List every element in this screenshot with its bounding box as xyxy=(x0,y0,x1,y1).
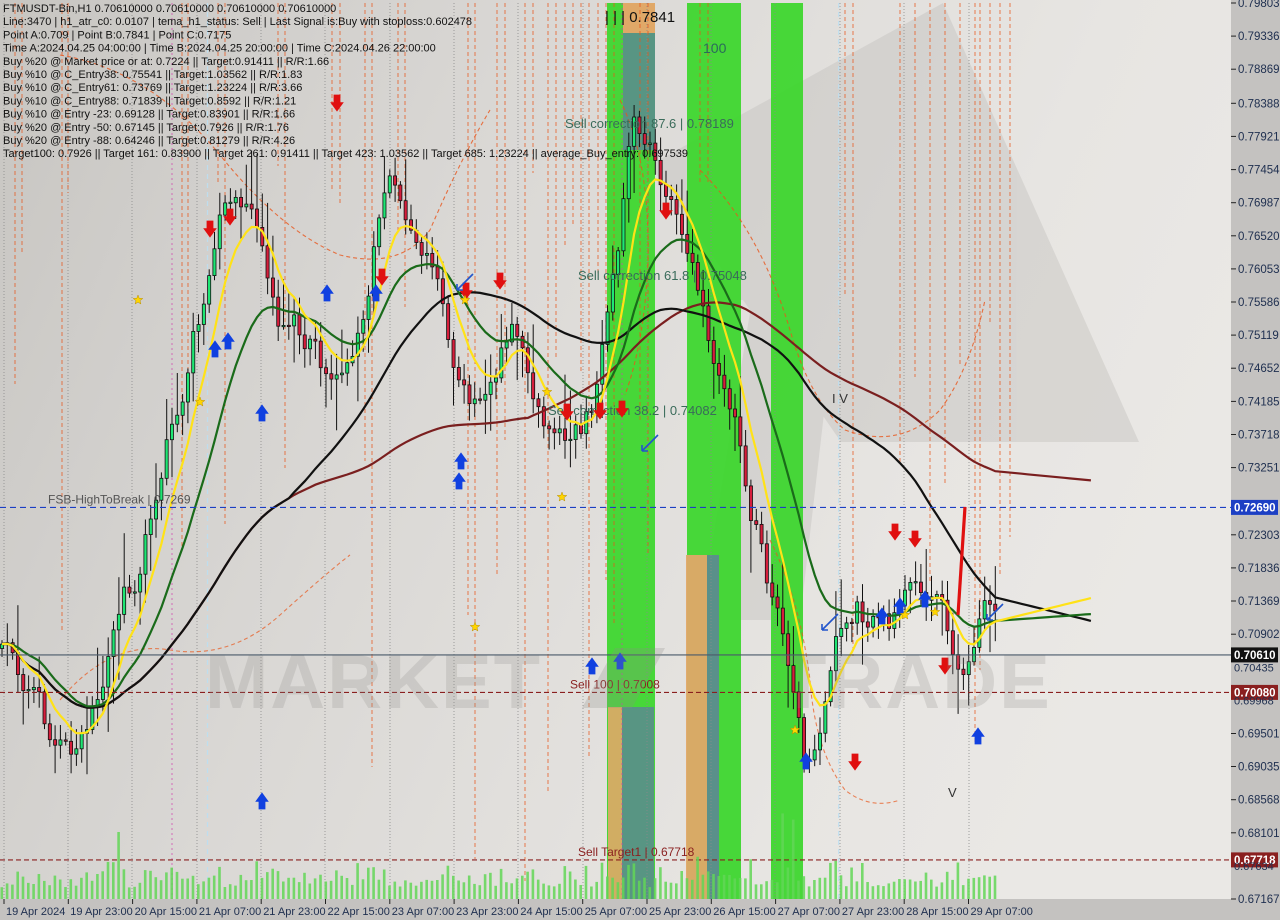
svg-text:23 Apr 23:00: 23 Apr 23:00 xyxy=(456,906,518,918)
svg-text:23 Apr 07:00: 23 Apr 07:00 xyxy=(392,906,454,918)
svg-text:25 Apr 07:00: 25 Apr 07:00 xyxy=(585,906,647,918)
svg-text:Sell correction 61.8 | 0.75048: Sell correction 61.8 | 0.75048 xyxy=(578,268,747,283)
svg-text:27 Apr 23:00: 27 Apr 23:00 xyxy=(842,906,904,918)
svg-text:100: 100 xyxy=(703,40,727,56)
svg-text:29 Apr 07:00: 29 Apr 07:00 xyxy=(971,906,1033,918)
svg-text:Time A:2024.04.25 04:00:00 | T: Time A:2024.04.25 04:00:00 | Time B:2024… xyxy=(3,43,436,55)
svg-text:20 Apr 15:00: 20 Apr 15:00 xyxy=(135,906,197,918)
svg-text:0.75586: 0.75586 xyxy=(1238,297,1280,309)
svg-text:TRADE: TRADE xyxy=(780,640,1052,725)
svg-text:0.72303: 0.72303 xyxy=(1238,530,1280,542)
svg-text:19 Apr 23:00: 19 Apr 23:00 xyxy=(70,906,132,918)
svg-text:0.76053: 0.76053 xyxy=(1238,264,1280,276)
svg-text:0.72690: 0.72690 xyxy=(1234,502,1276,514)
svg-text:0.75119: 0.75119 xyxy=(1238,330,1279,342)
svg-text:0.77454: 0.77454 xyxy=(1238,165,1280,177)
svg-text:0.76520: 0.76520 xyxy=(1238,231,1280,243)
svg-text:25 Apr 23:00: 25 Apr 23:00 xyxy=(649,906,711,918)
svg-text:0.73251: 0.73251 xyxy=(1238,463,1280,475)
svg-text:Buy %20 @ Entry -88: 0.64246 |: Buy %20 @ Entry -88: 0.64246 || Target:0… xyxy=(3,135,295,147)
svg-text:Sell correction 38.2 | 0.74082: Sell correction 38.2 | 0.74082 xyxy=(548,403,717,418)
svg-text:0.70435: 0.70435 xyxy=(1234,662,1274,674)
svg-text:0.74652: 0.74652 xyxy=(1238,363,1280,375)
svg-text:0.71836: 0.71836 xyxy=(1238,563,1280,575)
svg-text:0.76987: 0.76987 xyxy=(1238,198,1280,210)
svg-text:0.70902: 0.70902 xyxy=(1238,629,1280,641)
svg-text:28 Apr 15:00: 28 Apr 15:00 xyxy=(906,906,968,918)
svg-text:24 Apr 15:00: 24 Apr 15:00 xyxy=(520,906,582,918)
svg-text:0.77921: 0.77921 xyxy=(1238,131,1280,143)
svg-text:Buy %10 @ C_Entry61: 0.73769 |: Buy %10 @ C_Entry61: 0.73769 || Target:1… xyxy=(3,82,302,94)
svg-text:Buy %10 @ C_Entry88: 0.71839 |: Buy %10 @ C_Entry88: 0.71839 || Target:0… xyxy=(3,95,296,107)
svg-text:Sell correction 87.6 | 0.78189: Sell correction 87.6 | 0.78189 xyxy=(565,116,734,131)
svg-text:Target100: 0.7926 || Target 16: Target100: 0.7926 || Target 161: 0.83900… xyxy=(3,148,688,160)
svg-text:FSB-HighToBreak | 0.7269: FSB-HighToBreak | 0.7269 xyxy=(48,492,191,506)
svg-text:0.68568: 0.68568 xyxy=(1238,795,1280,807)
svg-text:21 Apr 23:00: 21 Apr 23:00 xyxy=(263,906,325,918)
svg-text:27 Apr 07:00: 27 Apr 07:00 xyxy=(778,906,840,918)
svg-text:21 Apr 07:00: 21 Apr 07:00 xyxy=(199,906,261,918)
svg-text:22 Apr 15:00: 22 Apr 15:00 xyxy=(328,906,390,918)
svg-text:Point A:0.709 | Point B:0.7841: Point A:0.709 | Point B:0.7841 | Point C… xyxy=(3,29,231,41)
svg-text:Sell Target1 | 0.67718: Sell Target1 | 0.67718 xyxy=(578,845,695,859)
svg-text:MARKET: MARKET xyxy=(205,640,542,725)
svg-text:0.69035: 0.69035 xyxy=(1238,762,1280,774)
svg-text:0.67167: 0.67167 xyxy=(1238,894,1280,906)
svg-text:26 Apr 15:00: 26 Apr 15:00 xyxy=(713,906,775,918)
svg-text:0.78388: 0.78388 xyxy=(1238,98,1280,110)
svg-text:V: V xyxy=(948,785,957,800)
svg-text:Buy %10 @ C_Entry38: 0.75541 |: Buy %10 @ C_Entry38: 0.75541 || Target:1… xyxy=(3,69,302,81)
svg-text:0.67634: 0.67634 xyxy=(1234,861,1274,873)
svg-text:0.79336: 0.79336 xyxy=(1238,31,1280,43)
svg-text:0.71369: 0.71369 xyxy=(1238,596,1280,608)
svg-text:0.73718: 0.73718 xyxy=(1238,430,1280,442)
svg-text:0.68101: 0.68101 xyxy=(1238,828,1280,840)
svg-text:0.69968: 0.69968 xyxy=(1234,695,1274,707)
svg-text:0.74185: 0.74185 xyxy=(1238,396,1280,408)
svg-text:Buy %20 @ Market price or at:: Buy %20 @ Market price or at: 0.7224 || … xyxy=(3,56,329,68)
svg-text:0.70610: 0.70610 xyxy=(1234,650,1276,662)
svg-text:0.78869: 0.78869 xyxy=(1238,64,1280,76)
svg-text:I V: I V xyxy=(832,391,848,406)
svg-text:0.79803: 0.79803 xyxy=(1238,0,1280,10)
svg-text:| | | 0.7841: | | | 0.7841 xyxy=(605,9,675,26)
svg-text:Buy %10 @ Entry -23: 0.69128 |: Buy %10 @ Entry -23: 0.69128 || Target:0… xyxy=(3,109,295,121)
svg-text:0.69501: 0.69501 xyxy=(1238,729,1280,741)
svg-text:Line:3470 | h1_atr_c0: 0.0107: Line:3470 | h1_atr_c0: 0.0107 | tema_h1_… xyxy=(3,16,472,28)
svg-text:Buy %20 @ Entry -50: 0.67145 |: Buy %20 @ Entry -50: 0.67145 || Target:0… xyxy=(3,122,289,134)
svg-text:FTMUSDT-Bin,H1 0.70610000 0.7: FTMUSDT-Bin,H1 0.70610000 0.70610000 0.7… xyxy=(3,3,336,15)
svg-text:19 Apr 2024: 19 Apr 2024 xyxy=(6,906,65,918)
